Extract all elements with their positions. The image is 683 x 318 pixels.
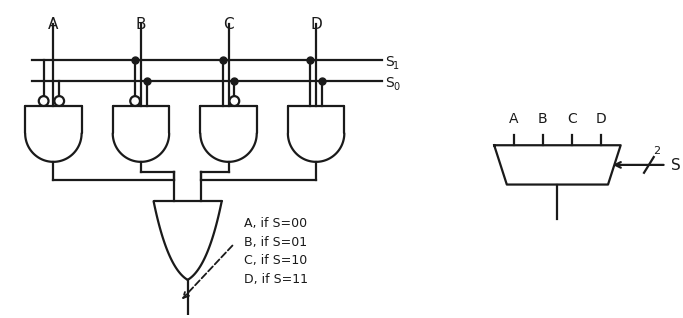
Text: C: C (567, 112, 577, 126)
Text: B, if S=01: B, if S=01 (244, 236, 307, 249)
Text: B: B (136, 17, 146, 31)
Text: C, if S=10: C, if S=10 (244, 254, 307, 267)
Text: S: S (385, 55, 394, 69)
Text: A: A (509, 112, 518, 126)
Circle shape (55, 96, 64, 106)
Circle shape (39, 96, 48, 106)
Text: C: C (223, 17, 234, 31)
Text: S: S (671, 158, 681, 173)
Circle shape (229, 96, 239, 106)
Text: A: A (48, 17, 59, 31)
Text: S: S (385, 76, 394, 90)
Text: D: D (596, 112, 607, 126)
Text: A, if S=00: A, if S=00 (244, 217, 307, 230)
Text: 0: 0 (393, 82, 399, 92)
Text: D, if S=11: D, if S=11 (244, 273, 308, 286)
Text: 2: 2 (653, 146, 660, 156)
Text: 1: 1 (393, 61, 399, 71)
Text: B: B (538, 112, 548, 126)
Circle shape (130, 96, 140, 106)
Text: D: D (310, 17, 322, 31)
